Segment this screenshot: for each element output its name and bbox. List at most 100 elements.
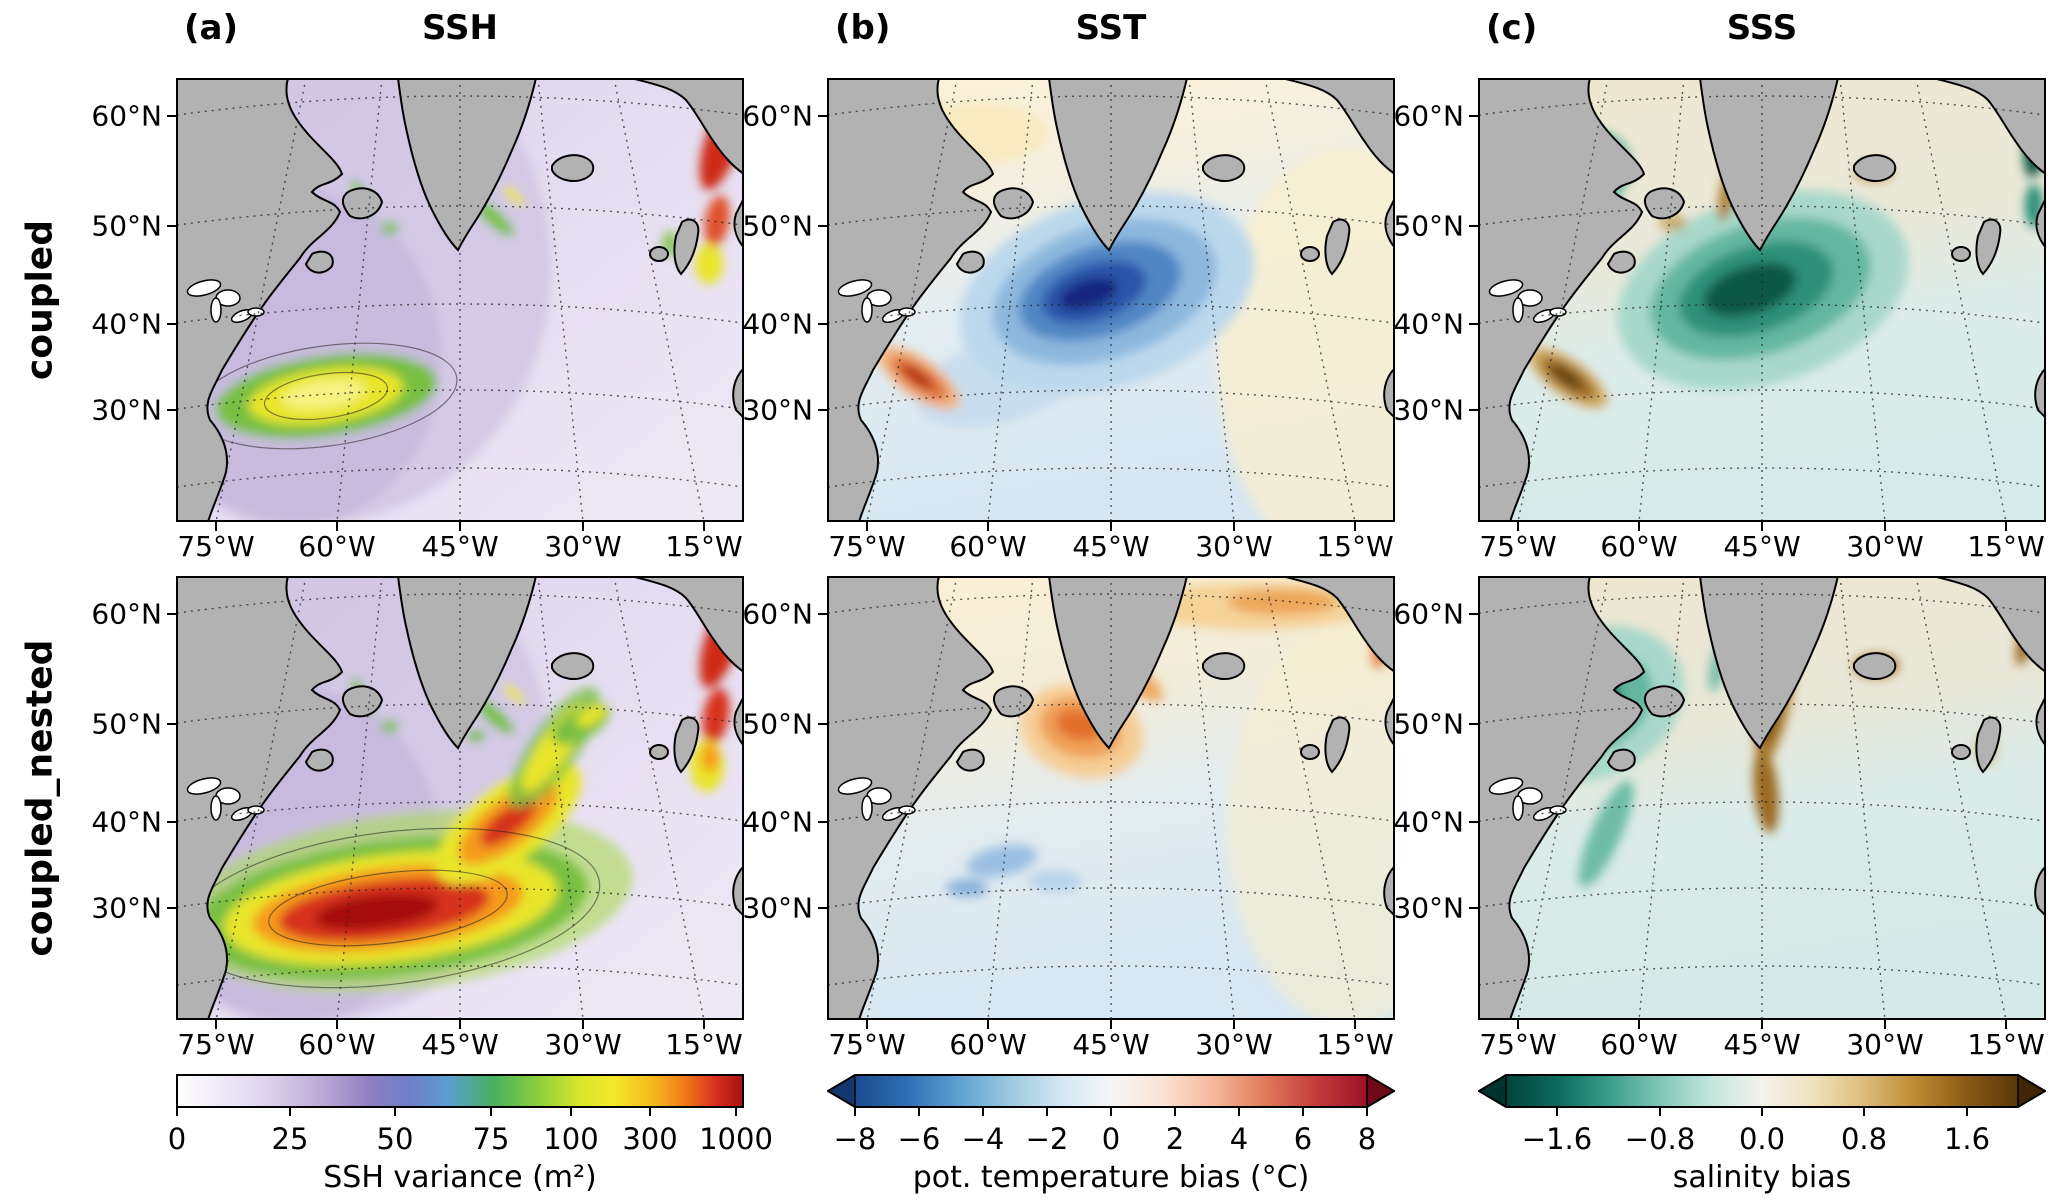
- map-panel-coupled-sss: 60°N 50°N 40°N 30°N 75°W 60°W 45°W 30°W …: [1393, 78, 2046, 563]
- lat-label: 60°N: [742, 597, 813, 631]
- lat-label: 50°N: [91, 707, 162, 741]
- lon-label: 30°W: [1846, 1028, 1924, 1061]
- lat-label: 60°N: [91, 597, 162, 631]
- colorbar-label-sst: pot. temperature bias (°C): [912, 1160, 1310, 1195]
- colorbar-sss-gradient: [1478, 1074, 2046, 1116]
- lon-label: 45°W: [1723, 1028, 1801, 1061]
- lat-label: 30°N: [1393, 393, 1464, 427]
- lon-label: 75°W: [177, 530, 255, 563]
- lon-label: 60°W: [1600, 530, 1678, 563]
- map-coupled-sss: [1478, 78, 2046, 522]
- cb-tick: 1.6: [1943, 1122, 1991, 1156]
- cb-tick: 25: [271, 1122, 309, 1156]
- colorbar-ssh-gradient: [176, 1074, 744, 1116]
- lon-label: 60°W: [298, 530, 376, 563]
- lon-label: 15°W: [1967, 1028, 2045, 1061]
- lon-label: 30°W: [1195, 1028, 1273, 1061]
- lon-label: 45°W: [421, 1028, 499, 1061]
- lat-label: 40°N: [742, 307, 813, 341]
- map-coupled-sst: [827, 78, 1395, 522]
- colorbar-label-ssh: SSH variance (m²): [323, 1160, 597, 1195]
- colorbar-label-sss: salinity bias: [1672, 1160, 1852, 1195]
- colorbar-sst-gradient: [827, 1074, 1395, 1116]
- map-panel-coupled-sst: 60°N 50°N 40°N 30°N 75°W 60°W 45°W 30°W …: [742, 78, 1395, 563]
- lat-label: 40°N: [742, 805, 813, 839]
- lat-label: 40°N: [1393, 307, 1464, 341]
- map-coupled-ssh: [176, 78, 744, 522]
- lat-label: 30°N: [91, 891, 162, 925]
- colorbar-ssh: 0 25 50 75 100 300 1000 SSH variance (m²…: [168, 1074, 773, 1195]
- cb-tick: 4: [1229, 1122, 1249, 1156]
- cb-tick: 8: [1357, 1122, 1377, 1156]
- lon-label: 30°W: [1846, 530, 1924, 563]
- lat-label: 30°N: [91, 393, 162, 427]
- map-nested-sst: [827, 576, 1395, 1020]
- row-label-coupled-nested: coupled_nested: [19, 639, 61, 957]
- lat-label: 50°N: [1393, 707, 1464, 741]
- lat-label: 50°N: [91, 209, 162, 243]
- panel-title-sst: SST: [1075, 8, 1147, 48]
- map-panel-coupled-ssh: 60°N 50°N 40°N 30°N 75°W 60°W 45°W 30°W …: [91, 78, 744, 563]
- lon-label: 75°W: [177, 1028, 255, 1061]
- lon-label: 30°W: [544, 1028, 622, 1061]
- cb-tick: 75: [472, 1122, 510, 1156]
- lon-label: 15°W: [1967, 530, 2045, 563]
- lon-label: 60°W: [1600, 1028, 1678, 1061]
- cb-tick: 0.8: [1840, 1122, 1888, 1156]
- map-panel-nested-ssh: 60°N 50°N 40°N 30°N 75°W 60°W 45°W 30°W …: [91, 576, 744, 1061]
- lon-label: 75°W: [828, 530, 906, 563]
- panel-tag-c: (c): [1486, 8, 1538, 48]
- colorbar-sst: −8 −6 −4 −2 0 2 4 6 8 pot. temperature b…: [827, 1074, 1395, 1195]
- lon-label: 15°W: [665, 1028, 743, 1061]
- lon-label: 45°W: [1072, 1028, 1150, 1061]
- map-panel-nested-sst: 60°N 50°N 40°N 30°N 75°W 60°W 45°W 30°W …: [742, 576, 1395, 1061]
- lat-label: 40°N: [1393, 805, 1464, 839]
- sss-bias-field: [1514, 82, 2046, 409]
- lon-label: 60°W: [949, 1028, 1027, 1061]
- cb-tick: 0.0: [1738, 1122, 1786, 1156]
- cb-tick: 100: [543, 1122, 599, 1156]
- cb-tick: 50: [376, 1122, 414, 1156]
- lon-label: 15°W: [1316, 1028, 1394, 1061]
- lon-label: 15°W: [665, 530, 743, 563]
- panel-title-sss: SSS: [1726, 8, 1798, 48]
- lat-label: 50°N: [742, 707, 813, 741]
- lat-label: 50°N: [742, 209, 813, 243]
- lon-label: 60°W: [298, 1028, 376, 1061]
- cb-tick: 1000: [699, 1122, 773, 1156]
- cb-tick: −8: [833, 1122, 877, 1156]
- map-nested-sss: [1478, 576, 2046, 1020]
- row-label-coupled: coupled: [19, 220, 61, 380]
- colorbar-sss: −1.6 −0.8 0.0 0.8 1.6 salinity bias: [1478, 1074, 2046, 1195]
- lon-label: 45°W: [1723, 530, 1801, 563]
- lon-label: 15°W: [1316, 530, 1394, 563]
- lat-label: 30°N: [742, 393, 813, 427]
- panel-tag-a: (a): [184, 8, 239, 48]
- lon-label: 75°W: [828, 1028, 906, 1061]
- map-panel-nested-sss: 60°N 50°N 40°N 30°N 75°W 60°W 45°W 30°W …: [1393, 576, 2046, 1061]
- lat-label: 30°N: [742, 891, 813, 925]
- lat-label: 60°N: [742, 99, 813, 133]
- cb-tick: −2: [1025, 1122, 1069, 1156]
- cb-tick: 2: [1165, 1122, 1185, 1156]
- cb-tick: 0: [1101, 1122, 1121, 1156]
- lat-label: 60°N: [91, 99, 162, 133]
- panel-tag-b: (b): [835, 8, 891, 48]
- cb-tick: 6: [1293, 1122, 1313, 1156]
- lon-label: 45°W: [421, 530, 499, 563]
- lat-label: 50°N: [1393, 209, 1464, 243]
- cb-tick: −1.6: [1521, 1122, 1593, 1156]
- lon-label: 75°W: [1479, 1028, 1557, 1061]
- lat-label: 60°N: [1393, 99, 1464, 133]
- lon-label: 60°W: [949, 530, 1027, 563]
- lat-label: 60°N: [1393, 597, 1464, 631]
- lon-label: 45°W: [1072, 530, 1150, 563]
- lon-label: 30°W: [544, 530, 622, 563]
- panel-title-ssh: SSH: [422, 8, 498, 48]
- cb-tick: 0: [167, 1122, 187, 1156]
- map-nested-ssh: [176, 576, 744, 1020]
- lon-label: 75°W: [1479, 530, 1557, 563]
- lat-label: 40°N: [91, 805, 162, 839]
- lat-label: 30°N: [1393, 891, 1464, 925]
